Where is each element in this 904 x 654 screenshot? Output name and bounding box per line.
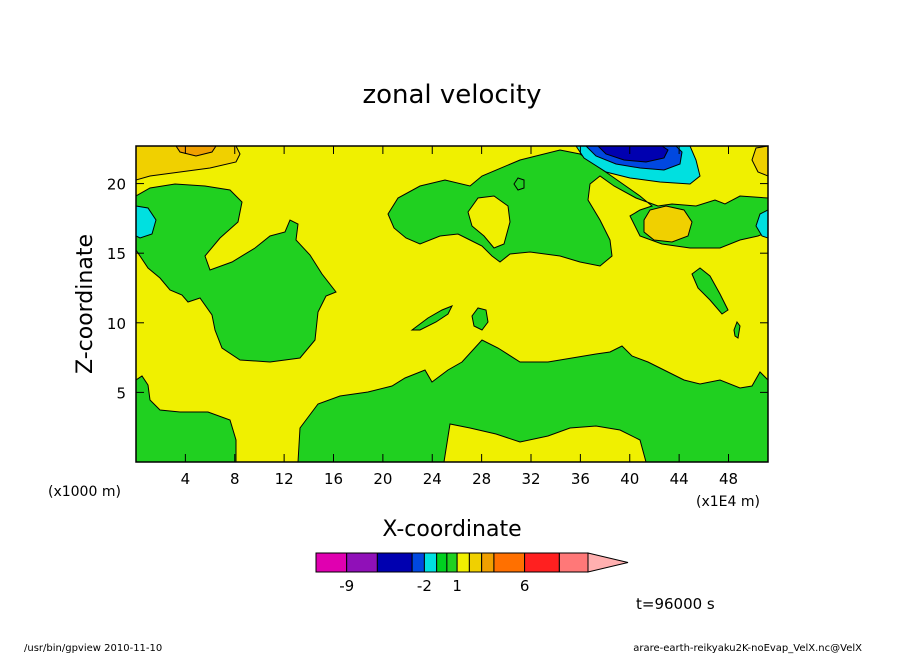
x-axis-label: X-coordinate	[382, 517, 521, 542]
x-tick-label: 28	[472, 470, 491, 488]
contour-fill-green-island-3	[691, 267, 729, 315]
footer-right: arare-earth-reikyaku2K-noEvap_VelX.nc@Ve…	[633, 643, 862, 654]
colorbar	[315, 552, 629, 573]
contour-fill-green-island-1	[410, 305, 454, 331]
colorbar-swatch	[456, 552, 470, 573]
colorbar-swatch	[423, 552, 438, 573]
contour-field	[135, 145, 769, 463]
x-tick-label: 36	[571, 470, 590, 488]
time-label: t=96000 s	[636, 595, 715, 613]
contour-fill-orange-top-left2	[175, 146, 217, 157]
x-tick-label: 20	[373, 470, 392, 488]
contour-fill-cyan-right	[755, 209, 768, 239]
contour-fill-green-bottom	[136, 375, 237, 462]
x-scale-note: (x1E4 m)	[696, 494, 760, 510]
colorbar-swatch	[346, 552, 378, 573]
x-tick-label: 16	[324, 470, 343, 488]
contour-fill-cyan-left	[136, 205, 157, 239]
x-tick-label: 12	[275, 470, 294, 488]
colorbar-swatch	[446, 552, 458, 573]
x-axis-ticks: 4 8 12 16 20 24 28 32 36 40 44 48	[181, 146, 738, 488]
x-tick-label: 8	[230, 470, 240, 488]
contour-fill-green-island-4	[733, 320, 741, 339]
colorbar-extend-arrow	[587, 552, 629, 573]
colorbar-tick-label: -2	[417, 577, 432, 595]
colorbar-tick-label: 1	[452, 577, 462, 595]
contour-fill-orange-right	[643, 205, 693, 243]
y-tick-label: 15	[107, 245, 126, 263]
colorbar-tick-labels: -9 -2 1 6	[339, 577, 529, 595]
colorbar-swatch	[558, 552, 589, 573]
colorbar-swatch	[524, 552, 560, 573]
y-axis-ticks: 5 10 15 20	[107, 176, 768, 402]
chart-title: zonal velocity	[362, 80, 541, 110]
colorbar-swatch	[493, 552, 526, 573]
y-tick-label: 20	[107, 176, 126, 194]
y-tick-label: 10	[107, 315, 126, 333]
contour-fill-orange-top-left	[136, 146, 241, 181]
contour-fill-yellow-hole	[467, 195, 511, 249]
y-axis-label: Z-coordinate	[73, 234, 98, 374]
x-tick-label: 32	[521, 470, 540, 488]
contour-fill-green-bottom2	[297, 339, 768, 462]
y-scale-note: (x1000 m)	[48, 484, 121, 500]
y-tick-label: 5	[116, 384, 126, 402]
colorbar-swatch	[481, 552, 495, 573]
plot-frame	[135, 145, 769, 463]
contour-fill-orange-top-right	[751, 146, 768, 177]
colorbar-swatch	[411, 552, 425, 573]
colorbar-swatch	[315, 552, 348, 573]
contour-fill-green-left	[136, 183, 337, 363]
x-tick-label: 44	[670, 470, 689, 488]
x-tick-label: 48	[719, 470, 738, 488]
colorbar-swatch	[436, 552, 448, 573]
contour-fill-green-island-2	[471, 307, 489, 331]
contour-fill-green-island-5	[513, 177, 525, 191]
x-tick-label: 24	[423, 470, 442, 488]
colorbar-tick-label: 6	[520, 577, 530, 595]
colorbar-tick-label: -9	[339, 577, 354, 595]
colorbar-swatch	[376, 552, 413, 573]
x-tick-label: 4	[181, 470, 191, 488]
x-tick-label: 40	[620, 470, 639, 488]
colorbar-swatch	[468, 552, 483, 573]
footer-left: /usr/bin/gpview 2010-11-10	[24, 643, 162, 654]
